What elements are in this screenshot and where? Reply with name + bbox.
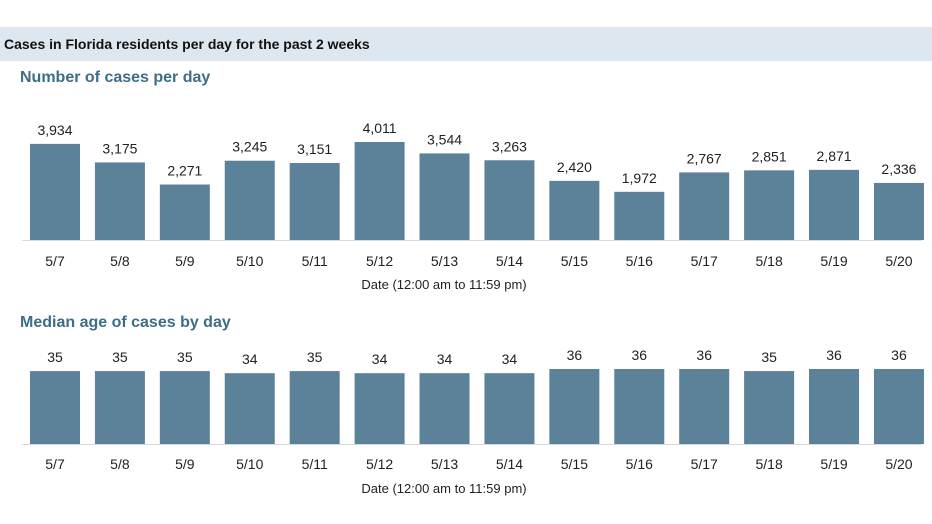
cases-data-label: 2,336 <box>881 161 916 177</box>
header-bar: Cases in Florida residents per day for t… <box>0 27 932 61</box>
cases-data-label: 3,245 <box>232 139 267 155</box>
median-age-data-label: 34 <box>502 351 518 367</box>
cases-data-label: 2,271 <box>167 163 202 179</box>
cases-data-label: 3,151 <box>297 141 332 157</box>
median-age-data-label: 36 <box>567 347 583 363</box>
cases-data-label: 2,420 <box>557 159 592 175</box>
cases-bar <box>484 160 535 240</box>
median-age-data-label: 34 <box>437 351 453 367</box>
median-age-tick-label: 5/13 <box>431 456 458 472</box>
cases-data-label: 3,934 <box>37 122 72 138</box>
median-age-data-label: 36 <box>696 347 712 363</box>
median-age-tick-label: 5/7 <box>45 456 65 472</box>
cases-bar <box>354 142 405 240</box>
cases-tick-label: 5/18 <box>755 253 782 269</box>
median-age-x-axis-label: Date (12:00 am to 11:59 pm) <box>361 481 526 496</box>
cases-data-label: 2,851 <box>752 148 787 164</box>
median-age-chart: 35 5/7 35 5/8 35 5/9 34 5/10 35 5/11 34 5/12 34 5/13 3… <box>22 347 924 496</box>
median-age-data-label: 35 <box>112 349 128 365</box>
median-age-data-label: 36 <box>826 347 842 363</box>
cases-bar <box>873 182 924 240</box>
median-age-data-label: 34 <box>372 351 388 367</box>
cases-tick-label: 5/13 <box>431 253 458 269</box>
median-age-tick-label: 5/18 <box>755 456 782 472</box>
median-age-bar <box>614 369 665 444</box>
cases-tick-label: 5/7 <box>45 253 65 269</box>
median-age-data-label: 34 <box>242 351 258 367</box>
median-age-bar <box>289 371 340 444</box>
median-age-data-label: 35 <box>47 349 63 365</box>
cases-tick-label: 5/15 <box>561 253 588 269</box>
median-age-bar <box>873 369 924 444</box>
median-age-data-label: 36 <box>631 347 647 363</box>
median-age-data-label: 35 <box>307 349 323 365</box>
median-age-tick-label: 5/8 <box>110 456 130 472</box>
median-age-bar <box>30 371 80 444</box>
cases-tick-label: 5/10 <box>236 253 263 269</box>
median-age-bar <box>419 373 470 444</box>
cases-bar <box>549 180 600 240</box>
median-age-bar <box>549 369 600 444</box>
cases-bar <box>289 163 340 240</box>
median-age-tick-label: 5/16 <box>626 456 653 472</box>
cases-bar <box>419 153 470 240</box>
median-age-tick-label: 5/11 <box>302 456 328 472</box>
cases-bar <box>159 184 210 240</box>
cases-chart: 3,934 5/7 3,175 5/8 2,271 5/9 3,245 5/10 3,151 5/… <box>22 120 924 292</box>
cases-data-label: 3,175 <box>102 140 137 156</box>
cases-data-label: 1,972 <box>622 170 657 186</box>
cases-tick-label: 5/20 <box>885 253 912 269</box>
median-age-data-label: 36 <box>891 347 907 363</box>
median-age-bar <box>94 371 145 444</box>
cases-tick-label: 5/14 <box>496 253 523 269</box>
cases-tick-label: 5/19 <box>820 253 847 269</box>
cases-bar <box>744 170 795 240</box>
median-age-tick-label: 5/19 <box>820 456 847 472</box>
median-age-bar <box>354 373 405 444</box>
cases-bar <box>30 143 80 240</box>
cases-chart-title: Number of cases per day <box>20 69 211 86</box>
median-age-tick-label: 5/9 <box>175 456 195 472</box>
cases-bar <box>224 160 275 240</box>
median-age-tick-label: 5/14 <box>496 456 523 472</box>
cases-tick-label: 5/11 <box>302 253 328 269</box>
cases-bar <box>94 162 145 240</box>
cases-bar <box>809 169 860 240</box>
median-age-tick-label: 5/12 <box>366 456 393 472</box>
median-age-bar <box>159 371 210 444</box>
cases-tick-label: 5/17 <box>691 253 718 269</box>
cases-tick-label: 5/9 <box>175 253 195 269</box>
cases-data-label: 4,011 <box>363 120 397 136</box>
median-age-data-label: 35 <box>761 349 777 365</box>
median-age-data-label: 35 <box>177 349 193 365</box>
median-age-tick-label: 5/17 <box>691 456 718 472</box>
cases-bar <box>679 172 730 240</box>
median-age-tick-label: 5/20 <box>885 456 912 472</box>
median-age-tick-label: 5/10 <box>236 456 263 472</box>
cases-tick-label: 5/8 <box>110 253 130 269</box>
median-age-bar <box>224 373 275 444</box>
cases-tick-label: 5/12 <box>366 253 393 269</box>
median-age-bar <box>744 371 795 444</box>
cases-x-axis-label: Date (12:00 am to 11:59 pm) <box>361 277 526 292</box>
page-title: Cases in Florida residents per day for t… <box>4 36 370 52</box>
cases-data-label: 2,871 <box>817 148 852 164</box>
median-age-bar <box>484 373 535 444</box>
cases-tick-label: 5/16 <box>626 253 653 269</box>
cases-data-label: 3,263 <box>492 138 527 154</box>
cases-data-label: 2,767 <box>687 150 722 166</box>
median-age-bar <box>809 369 860 444</box>
cases-data-label: 3,544 <box>427 131 462 147</box>
cases-bar <box>614 191 665 240</box>
median-age-tick-label: 5/15 <box>561 456 588 472</box>
median-age-chart-title: Median age of cases by day <box>20 314 231 331</box>
median-age-bar <box>679 369 730 444</box>
